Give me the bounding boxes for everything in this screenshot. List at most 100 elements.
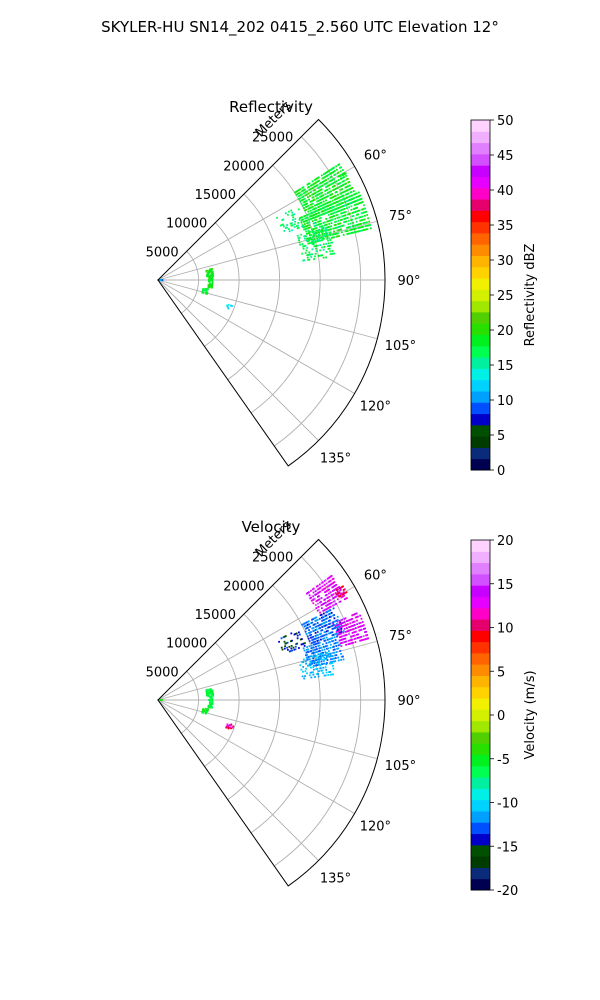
radar-cell <box>326 638 329 641</box>
radar-cell <box>328 652 331 655</box>
radar-cell <box>225 726 228 729</box>
radar-cell <box>302 218 304 221</box>
radar-cell <box>336 624 339 626</box>
radar-cell <box>315 659 318 661</box>
radar-cell <box>317 599 320 601</box>
radar-cell <box>327 220 330 223</box>
radar-cell <box>329 244 332 247</box>
radar-cell <box>211 690 214 693</box>
radar-cell <box>338 595 340 598</box>
radar-cell <box>339 595 341 597</box>
radar-cell <box>354 616 357 619</box>
radar-cell <box>210 693 213 696</box>
radar-cell <box>314 590 317 592</box>
radar-cell <box>322 619 325 622</box>
radar-cell <box>283 647 286 650</box>
radar-cell <box>305 230 307 233</box>
radar-cell <box>323 180 325 183</box>
radar-cell <box>337 183 339 185</box>
radar-cell <box>357 191 360 194</box>
radar-cell <box>336 232 338 235</box>
colorbar-segment <box>471 573 490 586</box>
radar-cell <box>309 655 312 658</box>
radar-cell <box>211 703 214 706</box>
radar-cell <box>282 223 284 226</box>
radar-cell <box>356 199 358 202</box>
radar-cell <box>320 208 322 210</box>
radar-cell <box>336 204 339 206</box>
radar-cell <box>309 236 312 239</box>
radar-cell <box>344 641 347 643</box>
radar-cell <box>357 626 360 629</box>
radar-cell <box>339 587 341 590</box>
radar-cell <box>329 641 331 643</box>
radar-cell <box>330 203 332 206</box>
radar-cell <box>340 624 343 627</box>
radar-cell <box>322 651 324 654</box>
radar-cell <box>367 637 370 640</box>
radar-cell <box>323 176 326 179</box>
radar-cell <box>348 639 351 642</box>
radar-cell <box>330 213 332 215</box>
radar-cell <box>333 620 336 623</box>
radar-cell <box>311 239 314 241</box>
range-tick-label: 25000 <box>252 551 293 566</box>
radar-cell <box>328 632 330 635</box>
radar-cell <box>337 659 340 662</box>
radar-cell <box>304 244 307 247</box>
radar-cell <box>325 228 328 231</box>
radar-cell <box>328 237 331 240</box>
radar-cell <box>325 657 328 660</box>
radar-cell <box>312 199 315 202</box>
radar-cell <box>312 657 315 660</box>
radar-cell <box>345 620 348 623</box>
radar-cell <box>329 183 332 186</box>
colorbar-segment <box>471 142 490 155</box>
radar-cell <box>352 211 355 214</box>
radar-cell <box>341 174 344 177</box>
radar-cell <box>307 192 310 195</box>
radar-cell <box>328 184 330 187</box>
radar-cell <box>209 690 211 692</box>
radar-cell <box>204 712 207 715</box>
radar-cell <box>329 605 332 608</box>
radar-cell <box>341 586 343 588</box>
colorbar-segment <box>471 765 490 778</box>
radar-cell <box>349 198 351 201</box>
radar-cell <box>302 195 305 198</box>
radar-cell <box>333 227 336 230</box>
radar-cell <box>320 204 323 207</box>
radar-cell <box>319 650 321 652</box>
radar-cell <box>327 607 330 609</box>
radar-cell <box>345 230 348 232</box>
radar-cell <box>323 657 326 659</box>
radar-cell <box>340 622 342 625</box>
radar-cell <box>323 602 326 605</box>
radar-cell <box>329 632 331 634</box>
radar-cell <box>342 215 345 217</box>
radar-cell <box>348 202 350 205</box>
radar-cell <box>312 627 315 629</box>
radar-cell <box>348 633 350 635</box>
radar-cell <box>303 204 305 207</box>
radar-cell <box>310 203 313 206</box>
radar-cell <box>337 179 340 181</box>
radar-cell <box>309 188 312 191</box>
radar-cell <box>202 292 205 294</box>
radar-cell <box>329 602 332 605</box>
radar-cell <box>324 230 326 232</box>
radar-cell <box>322 227 324 230</box>
radar-cell <box>342 635 345 637</box>
radar-cell <box>333 624 336 626</box>
radar-cell <box>313 182 315 185</box>
radar-cell <box>321 177 324 180</box>
colorbar-segment <box>471 675 490 688</box>
radar-cell <box>319 199 322 201</box>
radar-cell <box>342 631 345 634</box>
radar-cell <box>308 640 311 642</box>
radar-cell <box>344 624 347 626</box>
radar-cell <box>316 200 318 203</box>
colorbar-tick-label: 5 <box>497 665 505 680</box>
radar-cell <box>308 664 311 667</box>
